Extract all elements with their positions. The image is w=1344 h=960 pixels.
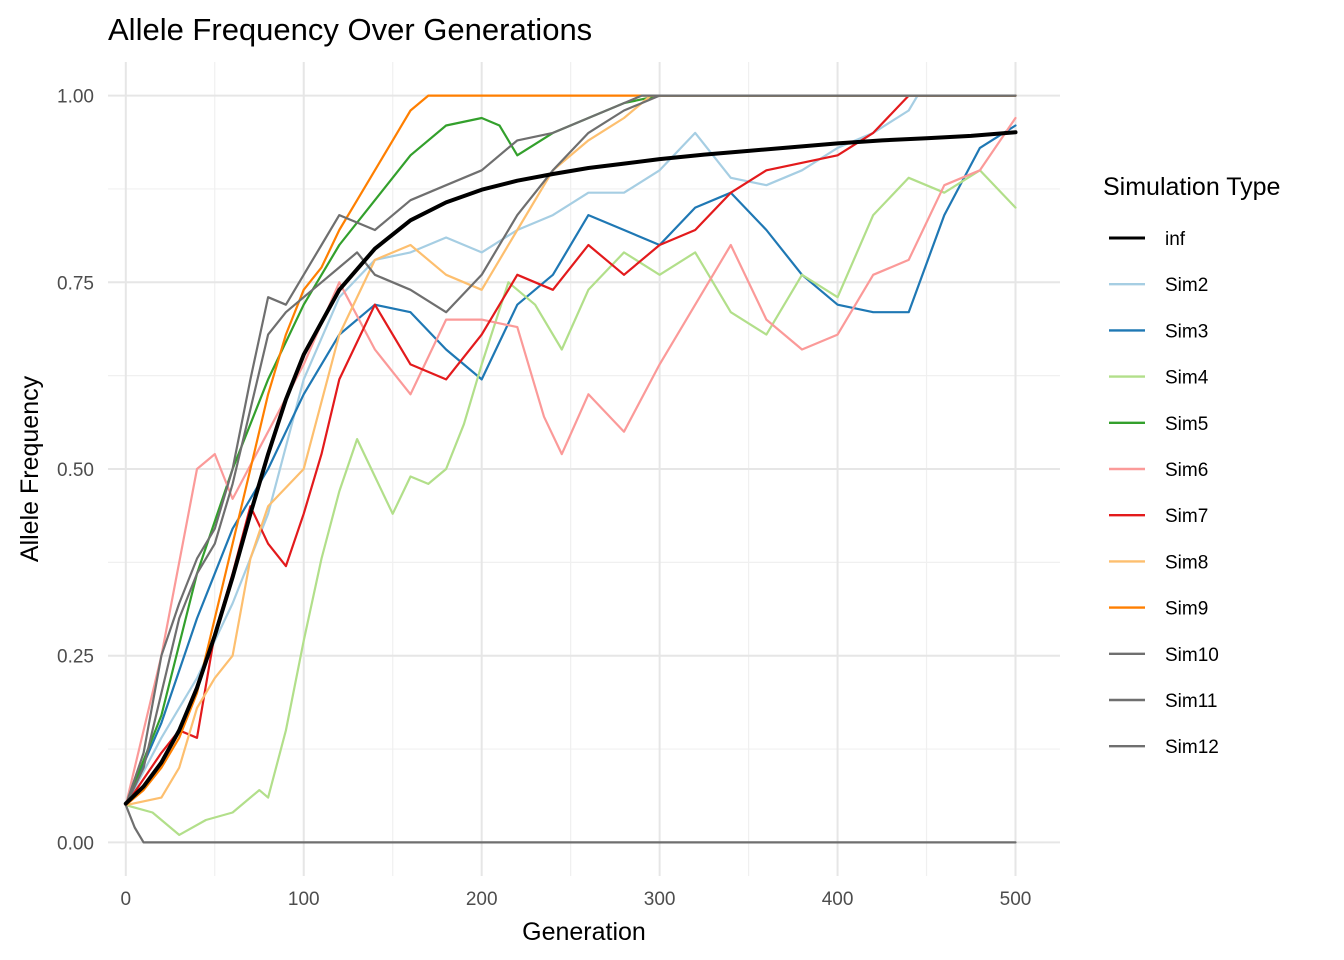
legend-label-sim6: Sim6 [1165, 460, 1208, 481]
x-axis-ticks: 0 100 200 300 400 500 [121, 889, 1032, 910]
legend-label-sim10: Sim10 [1165, 645, 1219, 666]
legend-label-sim8: Sim8 [1165, 552, 1208, 573]
x-tick-label: 200 [466, 889, 498, 910]
y-axis-title: Allele Frequency [16, 375, 44, 562]
legend-label-inf: inf [1165, 229, 1186, 250]
y-tick-label: 1.00 [57, 87, 94, 108]
legend-label-sim5: Sim5 [1165, 414, 1208, 435]
y-tick-label: 0.75 [57, 273, 94, 294]
x-tick-label: 0 [121, 889, 132, 910]
legend-label-sim2: Sim2 [1165, 275, 1208, 296]
chart-title: Allele Frequency Over Generations [108, 12, 592, 47]
series-line-sim11 [124, 94, 1017, 807]
y-tick-label: 0.00 [57, 833, 94, 854]
series-line-sim3 [124, 124, 1017, 807]
x-tick-label: 100 [288, 889, 320, 910]
x-tick-label: 300 [644, 889, 676, 910]
series-lines [123, 94, 1018, 844]
y-tick-label: 0.50 [57, 460, 94, 481]
series-line-inf [123, 130, 1018, 806]
series-line-sim12 [124, 803, 1017, 844]
legend-label-sim7: Sim7 [1165, 506, 1208, 527]
legend-label-sim11: Sim11 [1165, 691, 1217, 712]
series-line-sim8 [124, 94, 1017, 807]
legend-label-sim3: Sim3 [1165, 321, 1208, 342]
legend-title: Simulation Type [1103, 173, 1280, 201]
legend-label-sim9: Sim9 [1165, 599, 1208, 620]
legend-label-sim12: Sim12 [1165, 737, 1219, 758]
y-tick-label: 0.25 [57, 647, 94, 668]
y-axis-ticks: 0.00 0.25 0.50 0.75 1.00 [57, 87, 94, 855]
series-line-sim2 [124, 94, 1017, 807]
x-tick-label: 400 [822, 889, 854, 910]
x-tick-label: 500 [1000, 889, 1032, 910]
series-line-sim9 [124, 94, 1017, 807]
grid [108, 62, 1060, 876]
series-line-sim10 [124, 94, 1017, 807]
legend-label-sim4: Sim4 [1165, 368, 1209, 389]
legend: Simulation Type inf Sim2 Sim3 Sim4 Sim5 Sim6 S… [1103, 173, 1280, 758]
series-line-sim4 [124, 169, 1017, 837]
x-axis-title: Generation [522, 918, 646, 946]
